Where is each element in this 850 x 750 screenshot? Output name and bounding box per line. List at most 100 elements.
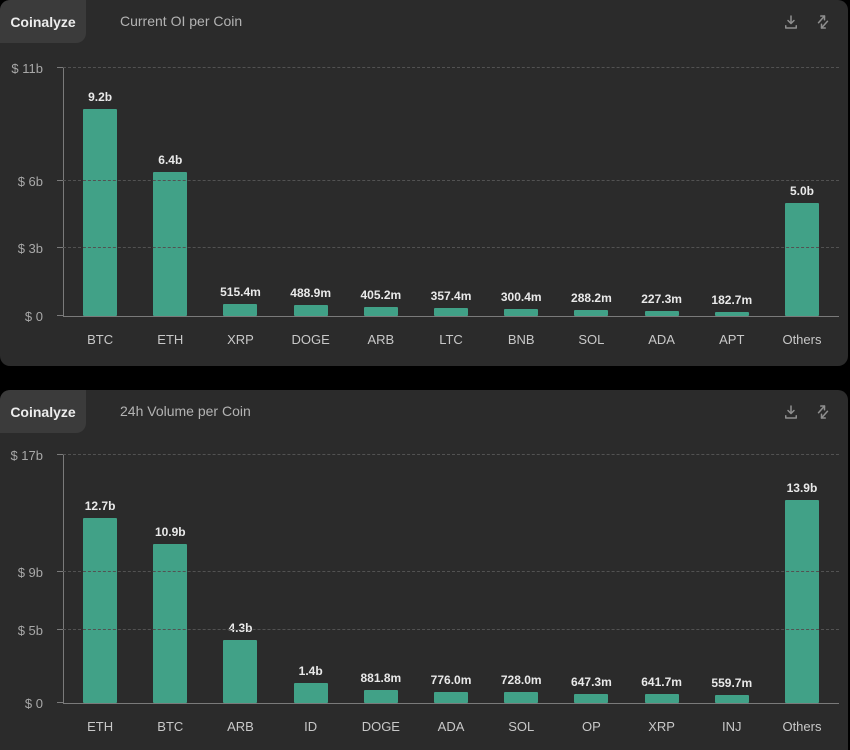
bar[interactable] (574, 693, 609, 703)
bar[interactable] (714, 311, 749, 316)
y-axis-line (63, 68, 64, 316)
bar-column: 405.2m ARB (346, 68, 416, 347)
bar[interactable] (83, 517, 118, 703)
bar[interactable] (434, 691, 469, 703)
bar-column: 488.9m DOGE (276, 68, 346, 347)
chart-title: Current OI per Coin (120, 13, 243, 29)
bar-column: 559.7m INJ (697, 455, 767, 734)
bar-value-label: 728.0m (500, 673, 542, 688)
bar[interactable] (784, 203, 819, 316)
bars-row: 9.2b BTC 6.4b ETH 515.4m XRP 488.9m DOGE 405.2m A… (63, 68, 839, 347)
bar-column: 1.4b ID (276, 455, 346, 734)
y-tick-label: $ 0 (24, 696, 43, 711)
bar-column: 357.4m LTC (416, 68, 486, 347)
bar[interactable] (293, 304, 328, 316)
coinalyze-brand-tab[interactable]: Coinalyze (0, 390, 86, 433)
bar[interactable] (644, 693, 679, 703)
bar-value-label: 12.7b (84, 498, 116, 513)
bar-value-label: 641.7m (641, 674, 682, 689)
bar-value-label: 10.9b (154, 525, 186, 539)
bar-column: 647.3m OP (556, 455, 626, 734)
bar-column: 515.4m XRP (205, 68, 275, 347)
x-axis-line (63, 703, 839, 704)
bar[interactable] (223, 304, 258, 316)
gridline (63, 629, 839, 631)
bar[interactable] (784, 500, 819, 703)
bar-value-label: 227.3m (641, 291, 682, 306)
bar[interactable] (293, 682, 328, 703)
x-axis-label: ARB (367, 332, 395, 347)
header-toolbar (782, 403, 832, 421)
panel-24h-volume: Coinalyze 24h Volume per Coin $ 0 $ 5b $ 9… (0, 390, 848, 750)
x-axis-label: LTC (439, 332, 463, 347)
y-tick-label: $ 6b (17, 173, 43, 189)
bar-value-label: 881.8m (360, 671, 402, 686)
x-axis-label: ADA (648, 332, 675, 347)
chart-title: 24h Volume per Coin (120, 403, 251, 419)
bar[interactable] (504, 309, 539, 316)
y-tick-mark (57, 179, 63, 181)
x-axis-label: ADA (437, 719, 465, 734)
bar-column: 13.9b Others (767, 455, 837, 734)
gridline (63, 247, 839, 249)
bar-value-label: 288.2m (571, 290, 612, 305)
y-tick-label: $ 9b (17, 564, 43, 580)
bar[interactable] (83, 108, 118, 316)
bar-column: 776.0m ADA (416, 455, 486, 734)
y-tick-mark (57, 629, 63, 631)
x-axis-label: APT (719, 332, 745, 347)
bar[interactable] (714, 694, 749, 703)
x-axis-label: SOL (578, 332, 605, 347)
bar[interactable] (644, 310, 679, 316)
bar-value-label: 4.3b (228, 621, 253, 636)
download-icon[interactable] (782, 13, 800, 31)
x-axis-label: OP (582, 719, 601, 734)
bar-column: 641.7m XRP (627, 455, 697, 734)
bar-value-label: 182.7m (711, 292, 753, 307)
bar[interactable] (223, 640, 258, 703)
x-axis-label: ETH (157, 332, 184, 347)
bar-column: 288.2m SOL (556, 68, 626, 347)
bar[interactable] (574, 309, 609, 316)
bar-value-label: 13.9b (786, 481, 818, 496)
bar-column: 300.4m BNB (486, 68, 556, 347)
bar-column: 881.8m DOGE (346, 455, 416, 734)
y-tick-mark (57, 315, 63, 316)
y-tick-label: $ 11b (11, 61, 43, 76)
bar-column: 9.2b BTC (65, 68, 135, 347)
bar[interactable] (363, 690, 398, 703)
bar[interactable] (153, 544, 188, 703)
plot-area: $ 0 $ 3b $ 6b $ 11b 9.2b BTC 6.4b ETH 515.4m XRP… (11, 61, 839, 347)
diagonal-arrows-icon[interactable] (814, 403, 832, 421)
x-axis-label: INJ (722, 719, 742, 734)
gridline (63, 179, 839, 181)
x-axis-label: BTC (87, 332, 114, 347)
x-axis-label: DOGE (291, 332, 330, 347)
x-axis-label: Others (782, 332, 822, 347)
coinalyze-brand-tab[interactable]: Coinalyze (0, 0, 86, 43)
y-tick-label: $ 17b (10, 448, 43, 463)
plot-area: $ 0 $ 5b $ 9b $ 17b 12.7b ETH 10.9b BTC 4.3b ARB… (10, 448, 839, 734)
x-axis-label: XRP (648, 719, 675, 734)
bar-value-label: 488.9m (290, 285, 331, 300)
bar-value-label: 405.2m (360, 287, 402, 302)
download-icon[interactable] (782, 403, 800, 421)
bar-value-label: 647.3m (571, 674, 612, 689)
y-tick-mark (57, 454, 63, 455)
x-axis-label: DOGE (361, 719, 400, 734)
gridline (63, 454, 839, 455)
bar-value-label: 5.0b (789, 184, 814, 199)
bar[interactable] (434, 307, 469, 316)
bars-row: 12.7b ETH 10.9b BTC 4.3b ARB 1.4b ID 881.8m DOGE 7… (63, 455, 839, 734)
bar[interactable] (504, 692, 539, 703)
bar[interactable] (153, 171, 188, 316)
header-toolbar (782, 13, 832, 31)
x-axis-line (63, 316, 839, 317)
y-tick-label: $ 3b (17, 241, 43, 257)
diagonal-arrows-icon[interactable] (814, 13, 832, 31)
x-axis-label: ETH (87, 719, 114, 734)
bar-value-label: 776.0m (430, 672, 472, 687)
bar-column: 5.0b Others (767, 68, 837, 347)
y-axis-line (63, 455, 64, 703)
bar[interactable] (363, 306, 398, 316)
